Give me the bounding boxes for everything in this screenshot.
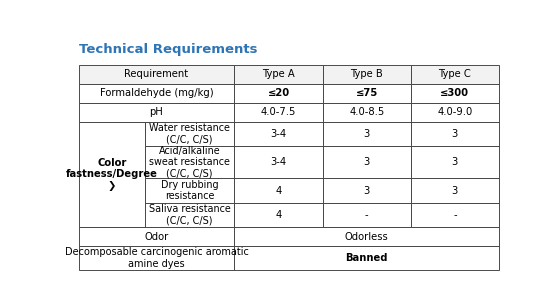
Bar [234, 227, 499, 246]
Text: ≤75: ≤75 [356, 88, 378, 98]
Bar [411, 65, 499, 84]
Bar [78, 122, 145, 227]
Text: 4.0-9.0: 4.0-9.0 [437, 107, 472, 117]
Bar [145, 178, 234, 203]
Text: pH: pH [150, 107, 163, 117]
Bar [323, 65, 411, 84]
Bar [234, 122, 323, 146]
Text: 4: 4 [276, 210, 282, 220]
Bar [323, 84, 411, 103]
Bar [323, 178, 411, 203]
Text: Decomposable carcinogenic aromatic
amine dyes: Decomposable carcinogenic aromatic amine… [64, 247, 248, 269]
Bar [234, 103, 323, 122]
Text: Banned: Banned [345, 253, 388, 263]
Bar [234, 146, 323, 178]
Text: ≤300: ≤300 [440, 88, 470, 98]
Bar [145, 146, 234, 178]
Text: Water resistance
(C/C, C/S): Water resistance (C/C, C/S) [149, 123, 230, 145]
Text: Type B: Type B [350, 69, 383, 80]
Bar [411, 146, 499, 178]
Text: 3: 3 [452, 186, 458, 196]
Bar [323, 65, 411, 84]
Bar [78, 65, 234, 84]
Bar [234, 203, 323, 227]
Bar [411, 178, 499, 203]
Text: Technical Requirements: Technical Requirements [78, 43, 257, 56]
Text: Requirement: Requirement [125, 69, 188, 80]
Bar [78, 227, 234, 246]
Text: 3: 3 [364, 157, 370, 167]
Text: 4.0-8.5: 4.0-8.5 [349, 107, 385, 117]
Bar [78, 103, 234, 122]
Text: Dry rubbing
resistance: Dry rubbing resistance [161, 180, 219, 201]
Text: Acid/alkaline
sweat resistance
(C/C, C/S): Acid/alkaline sweat resistance (C/C, C/S… [149, 146, 230, 179]
Text: Odorless: Odorless [345, 232, 389, 242]
Bar [234, 65, 323, 84]
Text: 4: 4 [276, 186, 282, 196]
Text: 3-4: 3-4 [271, 157, 287, 167]
Bar [78, 84, 234, 103]
Text: 4.0-7.5: 4.0-7.5 [261, 107, 296, 117]
Text: 3: 3 [452, 157, 458, 167]
Bar [323, 122, 411, 146]
Text: ≤20: ≤20 [268, 88, 290, 98]
Text: 3-4: 3-4 [271, 129, 287, 139]
Text: Odor: Odor [144, 232, 169, 242]
Bar [234, 84, 323, 103]
Text: -: - [453, 210, 457, 220]
Bar [411, 103, 499, 122]
Bar [145, 122, 234, 146]
Bar [234, 178, 323, 203]
Text: 3: 3 [364, 186, 370, 196]
Text: 3: 3 [364, 129, 370, 139]
Bar [323, 146, 411, 178]
Bar [411, 203, 499, 227]
Bar [323, 103, 411, 122]
Bar [145, 203, 234, 227]
Bar [411, 84, 499, 103]
Text: Type A: Type A [262, 69, 295, 80]
Text: 3: 3 [452, 129, 458, 139]
Bar [411, 122, 499, 146]
Text: Color
fastness/Degree
❯: Color fastness/Degree ❯ [66, 158, 158, 191]
Bar [78, 65, 234, 84]
Bar [234, 65, 323, 84]
Bar [78, 246, 234, 270]
Bar [411, 65, 499, 84]
Text: Type C: Type C [438, 69, 471, 80]
Bar [323, 203, 411, 227]
Bar [234, 246, 499, 270]
Text: Saliva resistance
(C/C, C/S): Saliva resistance (C/C, C/S) [149, 204, 230, 226]
Text: Formaldehyde (mg/kg): Formaldehyde (mg/kg) [100, 88, 214, 98]
Text: -: - [365, 210, 368, 220]
